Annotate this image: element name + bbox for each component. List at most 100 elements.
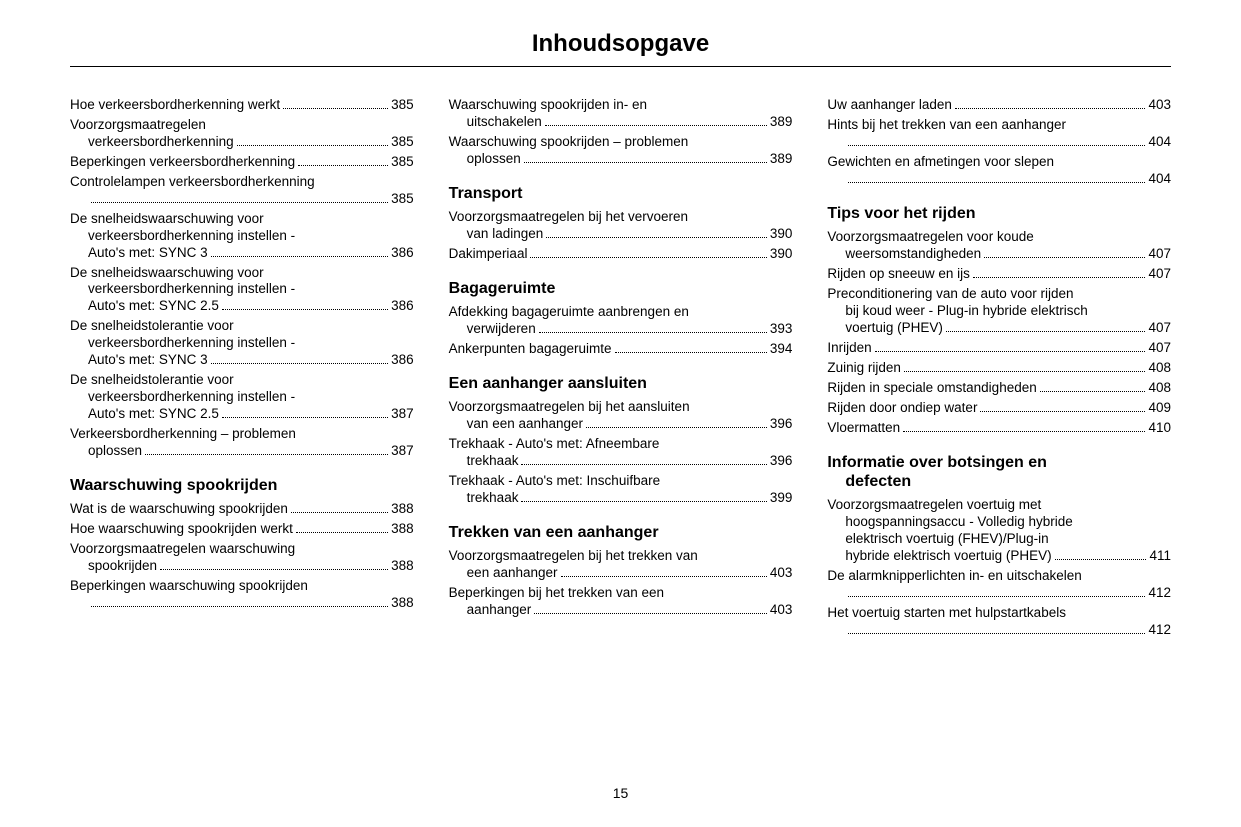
toc-entry: De snelheidswaarschuwing voorverkeersbor… bbox=[70, 211, 414, 262]
toc-last-line: oplossen387 bbox=[70, 443, 414, 460]
title-rule bbox=[70, 66, 1171, 67]
section-heading: Tips voor het rijden bbox=[827, 204, 1171, 223]
toc-last-line: Rijden in speciale omstandigheden 408 bbox=[827, 380, 1171, 397]
toc-entry: Wat is de waarschuwing spookrijden388 bbox=[70, 501, 414, 518]
toc-text: verwijderen bbox=[467, 321, 536, 338]
toc-page: 407 bbox=[1148, 266, 1171, 283]
toc-entry: Verkeersbordherkenning – problemenoploss… bbox=[70, 426, 414, 460]
toc-page: 403 bbox=[1148, 97, 1171, 114]
toc-last-line: oplossen389 bbox=[449, 151, 793, 168]
toc-last-line: Rijden op sneeuw en ijs407 bbox=[827, 266, 1171, 283]
toc-entry: Hoe verkeersbordherkenning werkt385 bbox=[70, 97, 414, 114]
toc-page: 385 bbox=[391, 97, 414, 114]
toc-page: 408 bbox=[1148, 360, 1171, 377]
toc-page: 403 bbox=[770, 602, 793, 619]
toc-leader bbox=[848, 585, 1145, 597]
toc-leader bbox=[545, 114, 767, 126]
toc-text-line: Waarschuwing spookrijden – problemen bbox=[449, 134, 793, 151]
toc-leader bbox=[984, 246, 1145, 258]
toc-text-line: Voorzorgsmaatregelen bbox=[70, 117, 414, 134]
toc-page: 394 bbox=[770, 341, 793, 358]
toc-last-line: verwijderen393 bbox=[449, 321, 793, 338]
toc-text-line: De snelheidswaarschuwing voor bbox=[70, 211, 414, 228]
toc-text-line: Voorzorgsmaatregelen voertuig met bbox=[827, 497, 1171, 514]
toc-entry: Voorzorgsmaatregelenverkeersbordherkenni… bbox=[70, 117, 414, 151]
toc-entry: Hoe waarschuwing spookrijden werkt388 bbox=[70, 521, 414, 538]
toc-last-line: Auto's met: SYNC 3386 bbox=[70, 352, 414, 369]
toc-last-line: Inrijden407 bbox=[827, 340, 1171, 357]
toc-last-line: trekhaak399 bbox=[449, 490, 793, 507]
toc-text-line: verkeersbordherkenning instellen - bbox=[70, 228, 414, 245]
toc-page: 407 bbox=[1148, 340, 1171, 357]
toc-leader bbox=[521, 453, 766, 465]
toc-last-line: trekhaak396 bbox=[449, 453, 793, 470]
toc-text: verkeersbordherkenning bbox=[88, 134, 234, 151]
toc-leader bbox=[561, 565, 767, 577]
toc-last-line: Auto's met: SYNC 2.5386 bbox=[70, 298, 414, 315]
toc-page: 385 bbox=[391, 154, 414, 171]
toc-entry: Voorzorgsmaatregelen voertuig methoogspa… bbox=[827, 497, 1171, 565]
toc-entry: Voorzorgsmaatregelen bij het trekken van… bbox=[449, 548, 793, 582]
toc-last-line: Auto's met: SYNC 3386 bbox=[70, 245, 414, 262]
toc-page: 388 bbox=[391, 521, 414, 538]
toc-leader bbox=[222, 298, 388, 310]
toc-text-line: Waarschuwing spookrijden in- en bbox=[449, 97, 793, 114]
toc-entry: Gewichten en afmetingen voor slepen404 bbox=[827, 154, 1171, 188]
toc-leader bbox=[298, 154, 388, 166]
toc-entry: Ankerpunten bagageruimte394 bbox=[449, 341, 793, 358]
toc-text-line: Voorzorgsmaatregelen bij het vervoeren bbox=[449, 209, 793, 226]
toc-text-line: elektrisch voertuig (FHEV)/Plug-in bbox=[827, 531, 1171, 548]
section-heading: Transport bbox=[449, 184, 793, 203]
toc-text-line: Hints bij het trekken van een aanhanger bbox=[827, 117, 1171, 134]
toc-page: 410 bbox=[1148, 420, 1171, 437]
toc-last-line: verkeersbordherkenning385 bbox=[70, 134, 414, 151]
toc-text-line: Het voertuig starten met hulpstartkabels bbox=[827, 605, 1171, 622]
page-number: 15 bbox=[0, 785, 1241, 801]
toc-page: 411 bbox=[1149, 548, 1171, 565]
toc-leader bbox=[524, 151, 767, 163]
toc-text: Beperkingen verkeersbordherkenning bbox=[70, 154, 295, 171]
toc-page: 385 bbox=[391, 191, 414, 208]
toc-text: trekhaak bbox=[467, 453, 519, 470]
toc-last-line: Uw aanhanger laden403 bbox=[827, 97, 1171, 114]
toc-leader bbox=[521, 490, 766, 502]
toc-last-line: 388 bbox=[70, 595, 414, 612]
toc-page: 408 bbox=[1148, 380, 1171, 397]
toc-text: trekhaak bbox=[467, 490, 519, 507]
toc-text: spookrijden bbox=[88, 558, 157, 575]
toc-page: 396 bbox=[770, 416, 793, 433]
toc-page: 389 bbox=[770, 151, 793, 168]
toc-last-line: Wat is de waarschuwing spookrijden388 bbox=[70, 501, 414, 518]
toc-text: hybride elektrisch voertuig (PHEV) bbox=[845, 548, 1051, 565]
toc-page: 407 bbox=[1148, 246, 1171, 263]
toc-leader bbox=[903, 420, 1145, 432]
section-heading: Informatie over botsingen endefecten bbox=[827, 453, 1171, 491]
toc-leader bbox=[955, 97, 1146, 109]
toc-entry: Waarschuwing spookrijden – problemenoplo… bbox=[449, 134, 793, 168]
toc-entry: Voorzorgsmaatregelen waarschuwingspookri… bbox=[70, 541, 414, 575]
toc-text: Auto's met: SYNC 3 bbox=[88, 352, 208, 369]
toc-leader bbox=[904, 360, 1146, 372]
toc-entry: Waarschuwing spookrijden in- enuitschake… bbox=[449, 97, 793, 131]
toc-text-line: Beperkingen bij het trekken van een bbox=[449, 585, 793, 602]
toc-last-line: 412 bbox=[827, 622, 1171, 639]
toc-leader bbox=[980, 400, 1145, 412]
toc-leader bbox=[91, 191, 388, 203]
toc-leader bbox=[160, 558, 388, 570]
toc-page: 390 bbox=[770, 246, 793, 263]
toc-entry: Preconditionering van de auto voor rijde… bbox=[827, 286, 1171, 337]
toc-last-line: Beperkingen verkeersbordherkenning 385 bbox=[70, 154, 414, 171]
toc-text: Vloermatten bbox=[827, 420, 900, 437]
toc-entry: Rijden door ondiep water409 bbox=[827, 400, 1171, 417]
toc-page: 389 bbox=[770, 114, 793, 131]
toc-text-line: Preconditionering van de auto voor rijde… bbox=[827, 286, 1171, 303]
toc-text: van ladingen bbox=[467, 226, 544, 243]
toc-text-line: De snelheidswaarschuwing voor bbox=[70, 265, 414, 282]
toc-text: Zuinig rijden bbox=[827, 360, 901, 377]
toc-last-line: Rijden door ondiep water409 bbox=[827, 400, 1171, 417]
toc-text-line: Voorzorgsmaatregelen waarschuwing bbox=[70, 541, 414, 558]
toc-last-line: aanhanger403 bbox=[449, 602, 793, 619]
toc-text-line: Controlelampen verkeersbordherkenning bbox=[70, 174, 414, 191]
toc-text: een aanhanger bbox=[467, 565, 558, 582]
toc-text: Rijden in speciale omstandigheden bbox=[827, 380, 1036, 397]
